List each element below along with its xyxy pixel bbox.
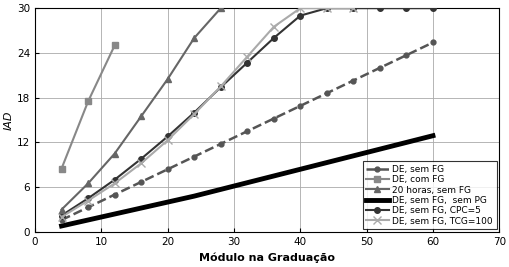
DE, sem FG xyxy=(244,129,250,133)
DE, sem FG xyxy=(59,218,65,222)
DE, sem FG, CPC=5 xyxy=(403,7,409,10)
DE, sem FG, CPC=5 xyxy=(85,197,91,200)
20 horas, sem FG xyxy=(191,36,197,40)
DE, sem FG, CPC=5 xyxy=(270,36,276,40)
DE, sem FG,  sem PG xyxy=(217,188,223,191)
DE, sem FG, TCG=100 xyxy=(323,7,329,10)
20 horas, sem FG xyxy=(59,208,65,211)
DE, sem FG, TCG=100 xyxy=(164,139,171,142)
DE, sem FG,  sem PG xyxy=(164,201,171,204)
DE, sem FG xyxy=(350,79,356,82)
DE, sem FG,  sem PG xyxy=(429,134,435,137)
DE, sem FG, TCG=100 xyxy=(59,215,65,219)
DE, sem FG, TCG=100 xyxy=(297,7,303,10)
DE, sem FG xyxy=(138,180,144,183)
DE, sem FG,  sem PG xyxy=(85,218,91,222)
DE, sem FG, TCG=100 xyxy=(270,25,276,28)
DE, sem FG, CPC=5 xyxy=(350,7,356,10)
DE, sem FG xyxy=(270,117,276,120)
DE, sem FG,  sem PG xyxy=(138,206,144,210)
DE, sem FG, CPC=5 xyxy=(111,178,118,181)
DE, sem FG,  sem PG xyxy=(403,141,409,144)
DE, sem FG, CPC=5 xyxy=(323,7,329,10)
DE, sem FG xyxy=(191,155,197,158)
DE, sem FG,  sem PG xyxy=(191,195,197,198)
DE, sem FG, CPC=5 xyxy=(244,61,250,64)
DE, sem FG, CPC=5 xyxy=(191,111,197,114)
DE, com FG xyxy=(59,167,65,170)
Line: DE, com FG: DE, com FG xyxy=(58,42,118,172)
DE, sem FG, TCG=100 xyxy=(350,7,356,10)
Line: DE, sem FG: DE, sem FG xyxy=(59,40,435,222)
DE, sem FG,  sem PG xyxy=(297,168,303,171)
DE, sem FG, TCG=100 xyxy=(244,55,250,58)
DE, sem FG, CPC=5 xyxy=(297,14,303,17)
20 horas, sem FG xyxy=(85,182,91,185)
Line: 20 horas, sem FG: 20 horas, sem FG xyxy=(58,5,224,213)
DE, com FG xyxy=(111,44,118,47)
DE, sem FG,  sem PG xyxy=(59,224,65,227)
20 horas, sem FG xyxy=(111,152,118,155)
Line: DE, sem FG, CPC=5: DE, sem FG, CPC=5 xyxy=(59,5,435,218)
DE, sem FG, TCG=100 xyxy=(217,85,223,88)
DE, sem FG, CPC=5 xyxy=(164,135,171,138)
DE, sem FG xyxy=(217,142,223,146)
DE, sem FG, CPC=5 xyxy=(429,7,435,10)
20 horas, sem FG xyxy=(138,115,144,118)
DE, sem FG, TCG=100 xyxy=(85,199,91,202)
Line: DE, sem FG, TCG=100: DE, sem FG, TCG=100 xyxy=(58,4,357,221)
DE, sem FG xyxy=(376,66,382,69)
DE, sem FG, TCG=100 xyxy=(111,182,118,185)
DE, sem FG xyxy=(323,92,329,95)
DE, sem FG xyxy=(429,41,435,44)
DE, sem FG, CPC=5 xyxy=(376,7,382,10)
DE, sem FG xyxy=(403,54,409,57)
20 horas, sem FG xyxy=(164,77,171,81)
DE, sem FG,  sem PG xyxy=(270,174,276,178)
DE, sem FG,  sem PG xyxy=(111,213,118,216)
20 horas, sem FG xyxy=(217,7,223,10)
Line: DE, sem FG,  sem PG: DE, sem FG, sem PG xyxy=(62,136,432,226)
DE, sem FG, TCG=100 xyxy=(191,112,197,116)
DE, sem FG, TCG=100 xyxy=(138,162,144,165)
DE, sem FG,  sem PG xyxy=(376,148,382,151)
Legend: DE, sem FG, DE, com FG, 20 horas, sem FG, DE, sem FG,  sem PG, DE, sem FG, CPC=5: DE, sem FG, DE, com FG, 20 horas, sem FG… xyxy=(362,161,496,229)
Y-axis label: IAD: IAD xyxy=(4,110,14,130)
DE, sem FG,  sem PG xyxy=(244,181,250,184)
DE, sem FG,  sem PG xyxy=(323,161,329,164)
DE, sem FG, CPC=5 xyxy=(138,157,144,160)
DE, com FG xyxy=(85,100,91,103)
DE, sem FG xyxy=(85,206,91,209)
DE, sem FG, CPC=5 xyxy=(59,214,65,217)
DE, sem FG xyxy=(111,193,118,196)
DE, sem FG xyxy=(164,168,171,171)
DE, sem FG xyxy=(297,104,303,108)
X-axis label: Módulo na Graduação: Módulo na Graduação xyxy=(199,252,334,263)
DE, sem FG, CPC=5 xyxy=(217,86,223,89)
DE, sem FG,  sem PG xyxy=(350,154,356,158)
